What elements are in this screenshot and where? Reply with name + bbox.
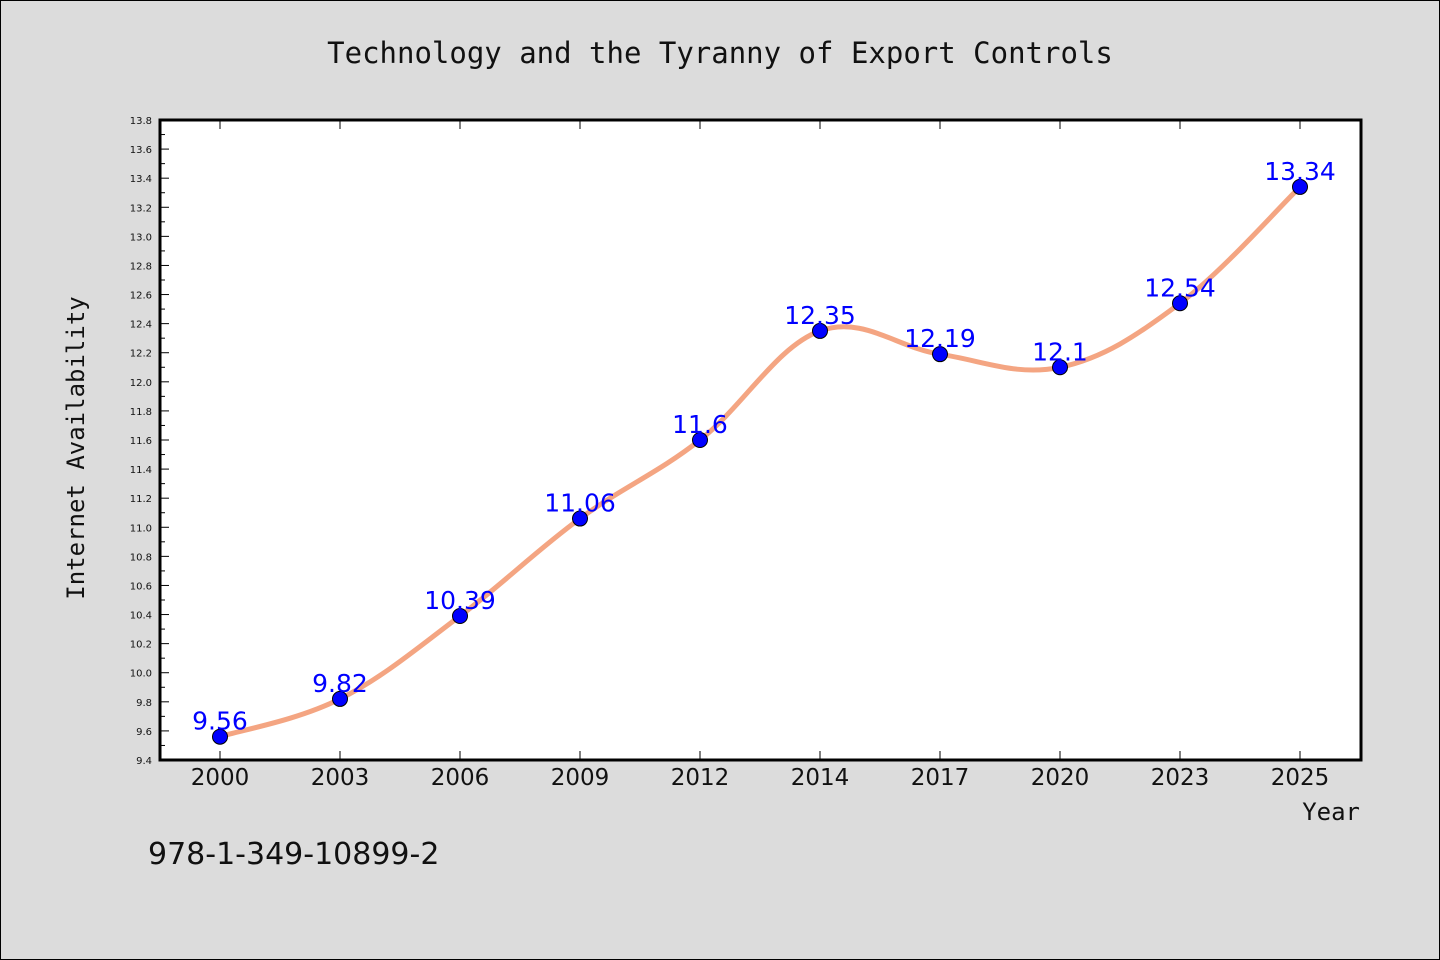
y-tick-label: 13.8 (130, 116, 152, 127)
data-point (212, 728, 228, 745)
x-tick-label: 2003 (311, 765, 370, 791)
data-label: 12.19 (904, 324, 976, 353)
x-tick-label: 2012 (671, 765, 730, 791)
data-label: 9.82 (312, 669, 368, 698)
x-tick-label: 2023 (1151, 765, 1210, 791)
plot-area (160, 120, 1361, 760)
data-label: 9.56 (192, 707, 248, 736)
data-point (812, 322, 828, 339)
x-tick-label: 2020 (1031, 765, 1090, 791)
y-tick-label: 9.6 (136, 727, 152, 738)
plot-border (158, 118, 1363, 762)
x-tick-label: 2017 (911, 765, 970, 791)
y-axis: 9.4 9.6 9.8 10.0 10.2 10.4 10.6 10.8 11.0 11.2 11.… (130, 116, 169, 767)
data-label: 12.1 (1032, 337, 1088, 366)
data-point (1052, 359, 1068, 376)
x-tick-label: 2014 (791, 765, 850, 791)
x-tick-label: 2000 (191, 765, 250, 791)
isbn-text: 978-1-349-10899-2 (148, 837, 439, 872)
y-tick-label: 12.0 (130, 378, 152, 389)
data-label: 10.39 (424, 586, 496, 615)
y-tick-label: 9.4 (136, 756, 152, 767)
data-point (692, 432, 708, 448)
y-tick-label: 13.0 (130, 232, 152, 243)
x-axis-label: Year (1302, 798, 1360, 826)
data-label: 11.06 (544, 489, 616, 518)
y-tick-label: 11.0 (130, 523, 152, 534)
y-tick-label: 10.6 (130, 581, 152, 592)
data-label: 13.34 (1264, 157, 1336, 186)
y-tick-label: 13.4 (130, 174, 152, 185)
data-point (1172, 295, 1188, 312)
data-point (452, 608, 468, 624)
data-label: 12.54 (1144, 273, 1216, 302)
y-tick-label: 11.4 (130, 465, 152, 476)
x-tick-label: 2006 (431, 765, 490, 791)
series-line (217, 184, 1303, 740)
y-tick-label: 12.6 (130, 291, 152, 302)
x-axis: 2000 2003 2006 2009 2012 2014 2017 2020 2023 2025 (191, 120, 1330, 791)
y-tick-label: 12.4 (130, 320, 152, 331)
y-tick-label: 10.2 (130, 640, 152, 651)
data-point (932, 346, 948, 363)
y-tick-label: 13.6 (130, 145, 152, 156)
y-tick-label: 10.4 (130, 611, 152, 622)
series-group: 9.56 9.82 10.39 11.06 11.6 12.35 12.19 12.1 12.5… (192, 157, 1336, 745)
y-tick-label: 12.8 (130, 261, 152, 272)
y-tick-label: 12.2 (130, 349, 152, 360)
data-label: 11.6 (672, 410, 728, 439)
y-tick-label: 10.8 (130, 552, 152, 563)
y-tick-label: 10.0 (130, 669, 152, 680)
y-tick-label: 11.2 (130, 494, 152, 505)
data-point (572, 510, 588, 527)
data-label: 12.35 (784, 301, 856, 330)
x-tick-label: 2009 (551, 765, 610, 791)
data-point (332, 690, 348, 707)
x-tick-label: 2025 (1271, 765, 1330, 791)
y-tick-label: 11.8 (130, 407, 152, 418)
y-tick-label: 13.2 (130, 203, 152, 214)
y-tick-label: 9.8 (136, 698, 152, 709)
y-tick-label: 11.6 (130, 436, 152, 447)
data-point (1292, 178, 1308, 195)
y-axis-label: Internet Availability (62, 296, 90, 599)
chart-title: Technology and the Tyranny of Export Con… (327, 36, 1113, 70)
